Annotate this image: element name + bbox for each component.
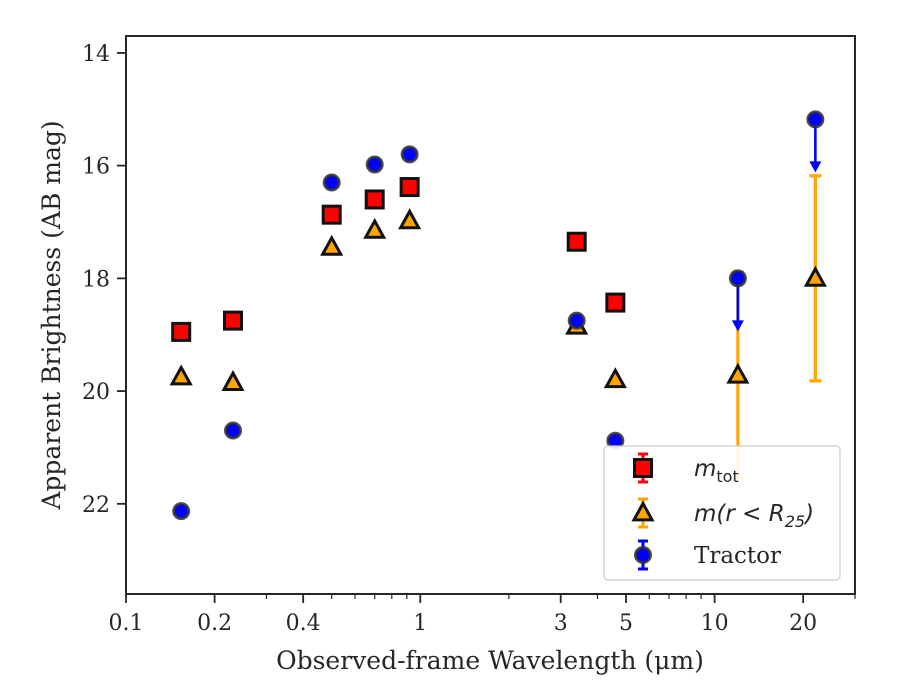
circle-marker [322,173,341,192]
circle-marker [567,311,586,330]
x-tick-label: 5 [619,611,633,636]
triangle-marker [398,208,422,230]
triangle-marker [726,362,750,384]
square-marker [364,189,385,210]
triangle-marker [320,234,344,256]
square-marker [399,177,420,198]
legend-triangle-marker [631,500,655,522]
triangle-marker [363,217,387,239]
square-marker [321,204,342,225]
plot-frame [125,35,856,595]
legend-box [603,445,841,581]
x-tick-label: 1 [413,611,427,636]
square-marker [171,321,192,342]
square-marker [223,310,244,331]
y-axis-label: Apparent Brightness (AB mag) [37,120,66,510]
legend-square-marker [633,458,653,478]
legend-circle-marker [634,546,652,564]
legend: mtot m(r < R25) Tractor [603,445,841,581]
triangle-marker [803,265,827,287]
circle-marker [728,269,747,288]
x-tick-label: 0.2 [197,611,232,636]
triangle-marker [603,367,627,389]
circle-marker [365,155,384,174]
y-tick-label: 20 [82,380,110,405]
x-axis-label: Observed-frame Wavelength (μm) [276,646,704,675]
circle-marker [224,421,243,440]
legend-label: m(r < R25) [694,501,814,531]
circle-marker [172,502,191,521]
x-tick-label: 0.1 [109,611,144,636]
axis-ticks: 0.1 0.2 0.4 1 3 5 10 20 14 16 18 20 22 [82,42,856,636]
upper-limit-arrow-head [809,161,822,173]
x-tick-label: 20 [789,611,817,636]
y-tick-label: 22 [82,493,110,518]
circle-marker [806,110,825,129]
y-tick-label: 18 [82,267,110,292]
square-marker [566,231,587,252]
data-markers [169,110,827,521]
x-tick-label: 3 [554,611,568,636]
y-tick-label: 16 [82,155,110,180]
circle-marker [400,145,419,164]
x-tick-label: 0.4 [286,611,321,636]
legend-label: mtot [694,456,739,486]
upper-limit-arrow-head [731,320,744,332]
square-marker [605,292,626,313]
y-tick-label: 14 [82,42,110,67]
triangle-marker [221,370,245,391]
x-tick-label: 10 [701,611,729,636]
legend-label: Tractor [694,543,781,569]
triangle-marker [169,364,193,386]
